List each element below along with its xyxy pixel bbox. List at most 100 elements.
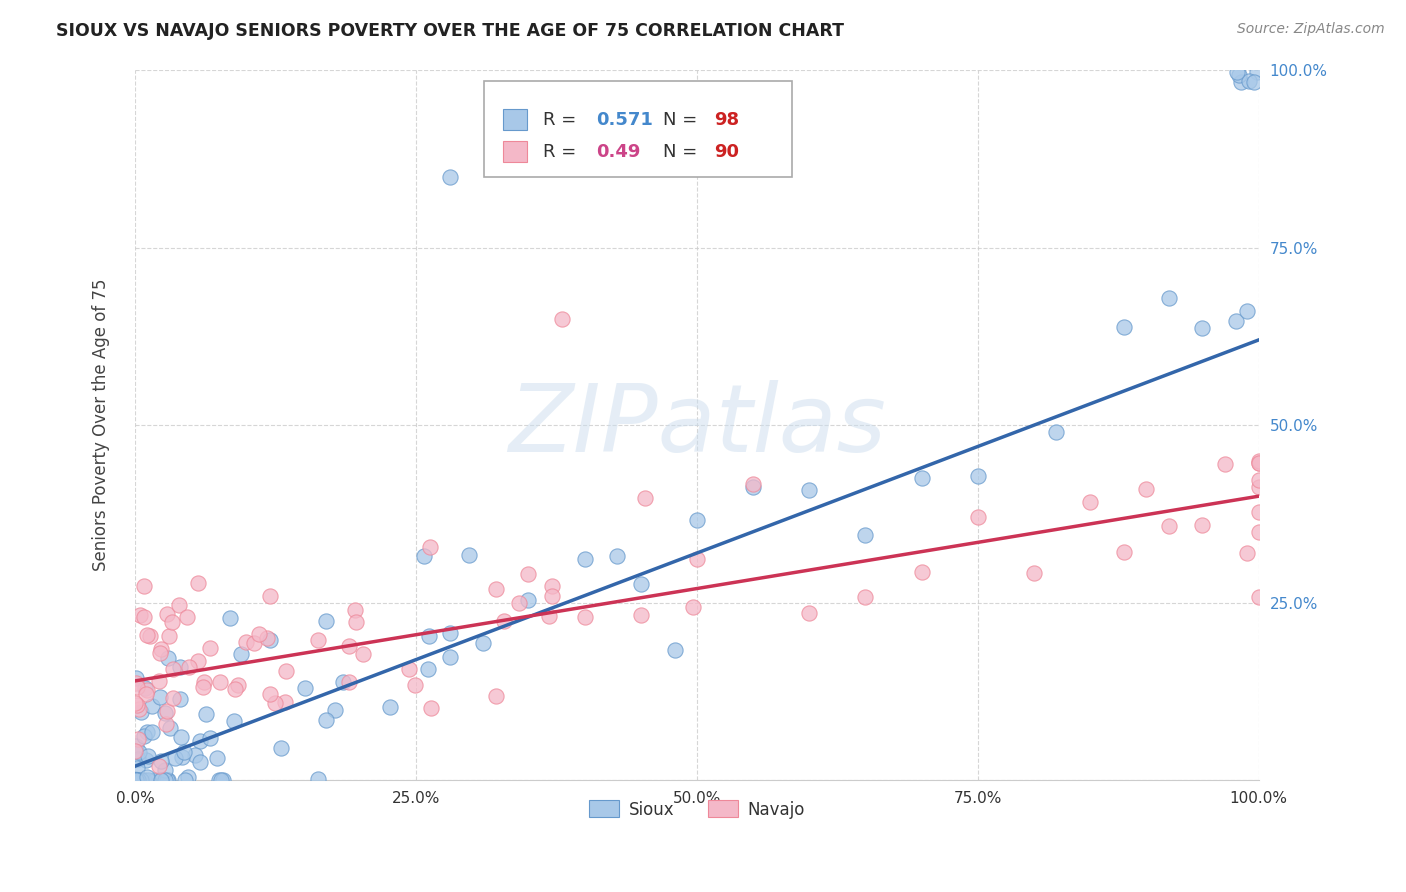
Point [124, 744, 146, 758]
Text: R =: R = [543, 111, 582, 128]
Point [226, 678, 249, 692]
Point [344, 615, 367, 629]
Point [193, 675, 215, 690]
Point [337, 675, 360, 690]
Point [129, 773, 152, 788]
Point [235, 634, 257, 648]
Point [157, 651, 180, 665]
Point [124, 772, 146, 786]
Point [1045, 425, 1067, 439]
Point [149, 755, 172, 769]
Point [419, 540, 441, 554]
Point [1246, 65, 1268, 79]
Point [187, 654, 209, 668]
Y-axis label: Seniors Poverty Over the Age of 75: Seniors Poverty Over the Age of 75 [93, 279, 110, 572]
Point [136, 683, 159, 698]
Point [472, 635, 495, 649]
Point [307, 772, 329, 786]
FancyBboxPatch shape [484, 80, 793, 177]
Point [162, 662, 184, 676]
Point [127, 773, 149, 788]
Point [169, 660, 191, 674]
Point [125, 773, 148, 788]
Point [1247, 456, 1270, 470]
Point [134, 610, 156, 624]
Point [125, 739, 148, 753]
Point [1157, 291, 1180, 305]
Point [259, 590, 281, 604]
Point [686, 552, 709, 566]
Point [132, 579, 155, 593]
Point [198, 731, 221, 745]
Point [132, 773, 155, 788]
Point [966, 468, 988, 483]
Point [150, 641, 173, 656]
Point [125, 761, 148, 775]
Text: Source: ZipAtlas.com: Source: ZipAtlas.com [1237, 22, 1385, 37]
Point [332, 675, 354, 690]
Point [150, 773, 173, 788]
Point [149, 646, 172, 660]
Point [323, 703, 346, 717]
Point [125, 773, 148, 788]
Point [259, 687, 281, 701]
Point [157, 628, 180, 642]
Bar [503, 109, 527, 130]
Point [352, 647, 374, 661]
Point [179, 660, 201, 674]
Point [259, 633, 281, 648]
Point [124, 773, 146, 788]
Point [125, 681, 148, 695]
Point [136, 773, 159, 788]
Point [208, 773, 231, 788]
Point [418, 629, 440, 643]
Point [212, 773, 235, 788]
Point [219, 611, 242, 625]
Point [188, 756, 211, 770]
Point [157, 773, 180, 788]
Point [125, 675, 148, 690]
Point [1247, 456, 1270, 470]
Point [173, 773, 195, 788]
Point [307, 632, 329, 647]
Point [742, 480, 765, 494]
Point [155, 717, 177, 731]
Point [136, 749, 159, 764]
Point [145, 773, 167, 788]
Point [270, 740, 292, 755]
Point [160, 615, 183, 630]
Point [1213, 457, 1236, 471]
Point [494, 615, 516, 629]
Point [574, 609, 596, 624]
Text: N =: N = [664, 143, 703, 161]
Point [1237, 74, 1260, 88]
Point [134, 681, 156, 695]
Point [129, 608, 152, 623]
Point [634, 491, 657, 505]
Point [404, 678, 426, 692]
Point [173, 746, 195, 760]
Point [162, 691, 184, 706]
Text: N =: N = [664, 111, 703, 128]
Point [1236, 546, 1258, 560]
Point [1247, 473, 1270, 487]
Point [205, 751, 228, 765]
Point [315, 713, 337, 727]
Point [224, 714, 246, 728]
Point [247, 627, 270, 641]
Point [135, 753, 157, 767]
Point [485, 582, 508, 596]
Point [135, 687, 157, 701]
Point [163, 750, 186, 764]
Point [1078, 495, 1101, 509]
Point [574, 552, 596, 566]
Point [517, 566, 540, 581]
Point [132, 729, 155, 743]
Point [1191, 518, 1213, 533]
Text: 0.49: 0.49 [596, 143, 640, 161]
Point [551, 311, 574, 326]
Point [910, 565, 932, 579]
Point [1236, 303, 1258, 318]
Point [294, 681, 316, 696]
Point [156, 607, 179, 621]
